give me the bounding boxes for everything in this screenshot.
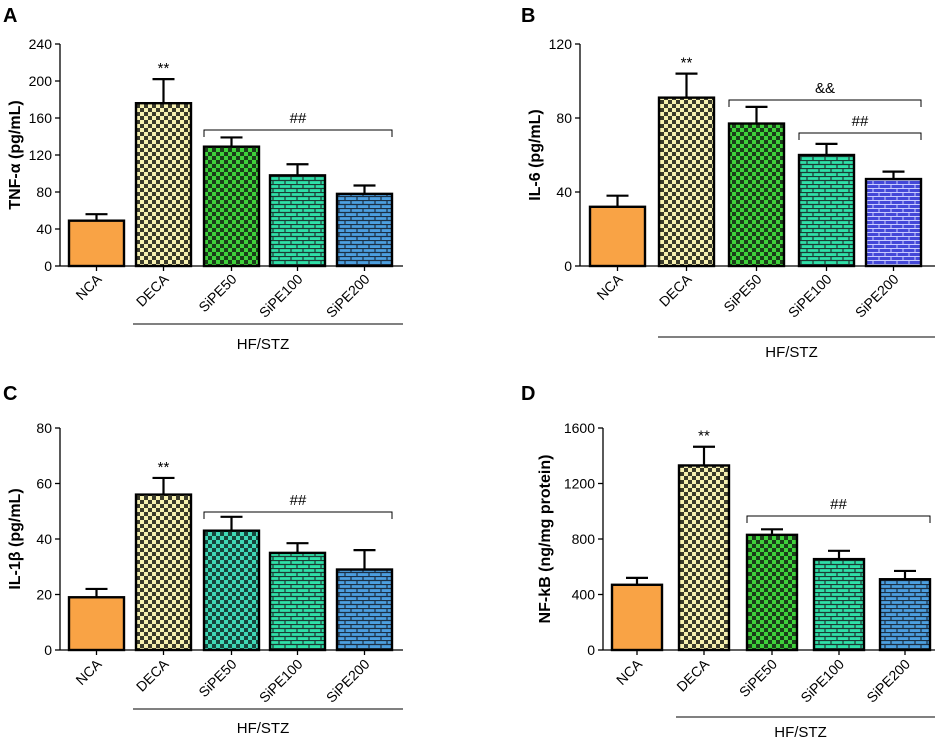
y-axis-label: NF-kB (ng/mg protein): [537, 455, 554, 624]
bracket-label: ##: [852, 113, 869, 130]
y-tick-label: 60: [36, 476, 52, 492]
panel-label: A: [3, 5, 17, 27]
bar-deca: [657, 96, 716, 268]
x-tick-label: SiPE50: [736, 656, 780, 700]
y-tick-label: 800: [572, 531, 596, 547]
panel-C: C 0 20 40 60 80 IL-1β (pg/mL) NCA DECA SiPE50 SiPE…: [3, 383, 403, 737]
x-tick-label: DECA: [656, 270, 695, 309]
x-tick-label: SiPE50: [195, 656, 239, 700]
panel-label: B: [521, 5, 535, 27]
bar-sipe50: [745, 533, 799, 652]
y-axis-label: IL-1β (pg/mL): [7, 488, 24, 589]
significance-bracket: [203, 511, 393, 519]
bar-nca: [588, 205, 647, 268]
bar-nca: [610, 583, 664, 652]
y-tick-label: 120: [549, 36, 573, 52]
significance-bracket: [728, 99, 922, 107]
group-label: HF/STZ: [237, 336, 290, 353]
significance-bracket: [203, 129, 393, 137]
x-tick-label: SiPE200: [852, 271, 902, 321]
x-tick-label: SiPE200: [323, 271, 373, 321]
x-tick-label: DECA: [673, 655, 712, 694]
bracket-label: ##: [290, 110, 307, 127]
bar-sipe200: [864, 177, 923, 268]
group-label: HF/STZ: [765, 344, 818, 361]
bar-sipe100: [812, 557, 866, 652]
significance-marker: **: [681, 55, 693, 72]
bar-deca: [677, 464, 731, 652]
y-tick-label: 80: [36, 420, 52, 436]
bar-sipe200: [878, 578, 932, 652]
bar-sipe50: [202, 529, 261, 652]
significance-bracket: [746, 515, 931, 523]
bracket-label: ##: [830, 496, 847, 513]
y-tick-label: 80: [556, 110, 572, 126]
y-tick-label: 20: [36, 587, 52, 603]
group-label: HF/STZ: [774, 724, 827, 741]
y-tick-label: 40: [36, 531, 52, 547]
y-tick-label: 80: [36, 184, 52, 200]
significance-marker: **: [158, 459, 170, 476]
y-tick-label: 40: [36, 221, 52, 237]
x-tick-label: NCA: [72, 270, 105, 303]
x-tick-label: NCA: [72, 655, 105, 688]
bracket-label: ##: [290, 492, 307, 509]
y-tick-label: 200: [29, 73, 53, 89]
y-tick-label: 240: [29, 36, 53, 52]
significance-bracket: [798, 132, 922, 140]
y-tick-label: 1200: [564, 476, 595, 492]
panel-label: C: [3, 383, 17, 405]
bar-sipe50: [202, 145, 261, 268]
x-tick-label: NCA: [593, 270, 626, 303]
bar-sipe50: [727, 122, 786, 268]
bar-sipe200: [335, 192, 394, 268]
bar-deca: [134, 101, 193, 268]
bar-sipe200: [335, 568, 394, 652]
y-tick-label: 0: [44, 642, 52, 658]
group-label: HF/STZ: [237, 720, 290, 737]
y-tick-label: 400: [572, 587, 596, 603]
x-tick-label: SiPE100: [785, 271, 835, 321]
bar-sipe100: [268, 551, 327, 652]
y-tick-label: 0: [587, 642, 595, 658]
x-tick-label: SiPE200: [323, 656, 373, 706]
y-tick-label: 1600: [564, 420, 595, 436]
significance-marker: **: [158, 60, 170, 77]
x-tick-label: SiPE100: [256, 271, 306, 321]
bar-nca: [67, 219, 126, 268]
x-tick-label: DECA: [133, 655, 172, 694]
x-tick-label: DECA: [133, 270, 172, 309]
panel-label: D: [521, 383, 535, 405]
y-axis-label: TNF-α (pg/mL): [7, 100, 24, 209]
y-tick-label: 0: [564, 258, 572, 274]
bar-sipe100: [268, 174, 327, 268]
bar-sipe100: [797, 153, 856, 268]
significance-marker: **: [698, 428, 710, 445]
x-tick-label: SiPE50: [720, 271, 764, 315]
bar-deca: [134, 493, 193, 652]
y-axis-label: IL-6 (pg/mL): [527, 109, 544, 201]
bar-nca: [67, 596, 126, 652]
x-tick-label: SiPE50: [195, 271, 239, 315]
panel-D: D 0 400 800 1200 1600 NF-kB (ng/mg protein) NCA…: [521, 383, 935, 741]
panel-B: B 0 40 80 120 IL-6 (pg/mL) NCA DECA SiPE50 SiPE10…: [521, 5, 935, 361]
panel-A: A 0 40 80 120 160 200 240 TNF-α (pg/mL) NCA DECA Si…: [3, 5, 403, 353]
y-tick-label: 120: [29, 147, 53, 163]
x-tick-label: SiPE100: [797, 656, 847, 706]
x-tick-label: SiPE100: [256, 656, 306, 706]
y-tick-label: 40: [556, 184, 572, 200]
bracket-label: &&: [815, 80, 835, 97]
y-tick-label: 160: [29, 110, 53, 126]
x-tick-label: SiPE200: [863, 656, 913, 706]
x-tick-label: NCA: [613, 655, 646, 688]
y-tick-label: 0: [44, 258, 52, 274]
